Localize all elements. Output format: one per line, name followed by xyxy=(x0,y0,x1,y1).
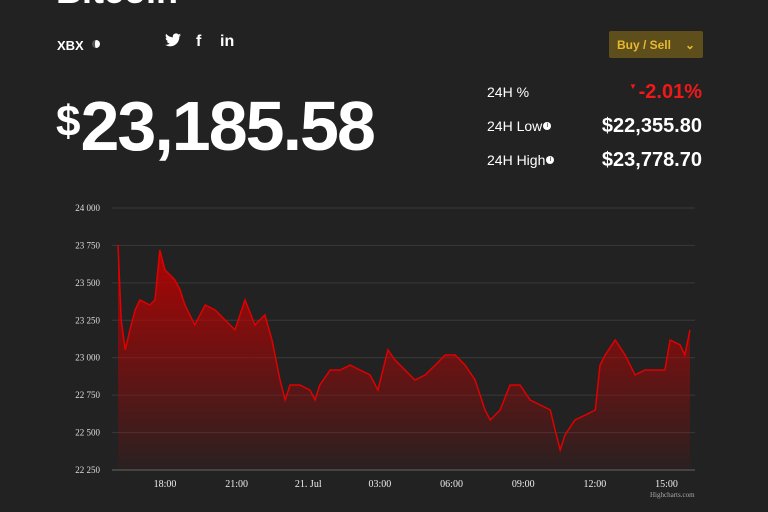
twitter-icon[interactable] xyxy=(165,33,181,52)
status-icon xyxy=(92,40,100,48)
y-tick-label: 23 750 xyxy=(75,240,100,250)
x-tick-label: 21:00 xyxy=(225,479,248,490)
y-tick-label: 23 250 xyxy=(75,315,100,325)
x-tick-label: 09:00 xyxy=(512,479,535,490)
stat-value-high: $23,778.70 xyxy=(601,149,702,171)
down-arrow-icon: ▼ xyxy=(629,82,637,91)
buy-sell-button[interactable]: Buy / Sell ⌄ xyxy=(609,31,703,58)
x-tick-label: 18:00 xyxy=(154,479,177,490)
linkedin-icon[interactable]: in xyxy=(220,33,235,50)
info-icon[interactable]: i xyxy=(546,156,555,164)
x-tick-label: 06:00 xyxy=(440,479,463,490)
facebook-icon[interactable]: f xyxy=(196,33,202,50)
current-price: $23,185.58 xyxy=(56,86,376,166)
stat-value-change: -2.01% xyxy=(638,81,702,103)
x-tick-label: 21. Jul xyxy=(295,479,322,490)
buy-sell-label: Buy / Sell xyxy=(616,37,671,52)
price-line xyxy=(117,244,691,453)
stat-label-high: 24H High i xyxy=(487,152,555,168)
y-tick-label: 23 000 xyxy=(75,353,100,363)
price-value: 23,185.58 xyxy=(80,87,375,165)
x-tick-label: 12:00 xyxy=(583,479,606,490)
chevron-down-icon: ⌄ xyxy=(684,37,696,52)
y-tick-label: 24 000 xyxy=(75,203,100,213)
stat-value-low: $22,355.80 xyxy=(601,115,702,137)
y-tick-label: 23 500 xyxy=(75,278,100,288)
y-tick-label: 22 250 xyxy=(75,465,100,475)
chart-credit[interactable]: Highcharts.com xyxy=(650,491,695,499)
y-tick-label: 22 500 xyxy=(75,428,100,438)
stat-label-change: 24H % xyxy=(487,84,530,100)
x-tick-label: 15:00 xyxy=(655,479,678,490)
currency-symbol: $ xyxy=(56,97,81,146)
symbol-label: XBX xyxy=(57,38,84,53)
price-area xyxy=(118,245,690,470)
page-title: Bitcoin xyxy=(56,0,178,12)
info-icon[interactable]: i xyxy=(543,122,552,130)
x-tick-label: 03:00 xyxy=(369,479,392,490)
y-tick-label: 22 750 xyxy=(75,390,100,400)
stat-label-low: 24H Low i xyxy=(487,118,552,134)
